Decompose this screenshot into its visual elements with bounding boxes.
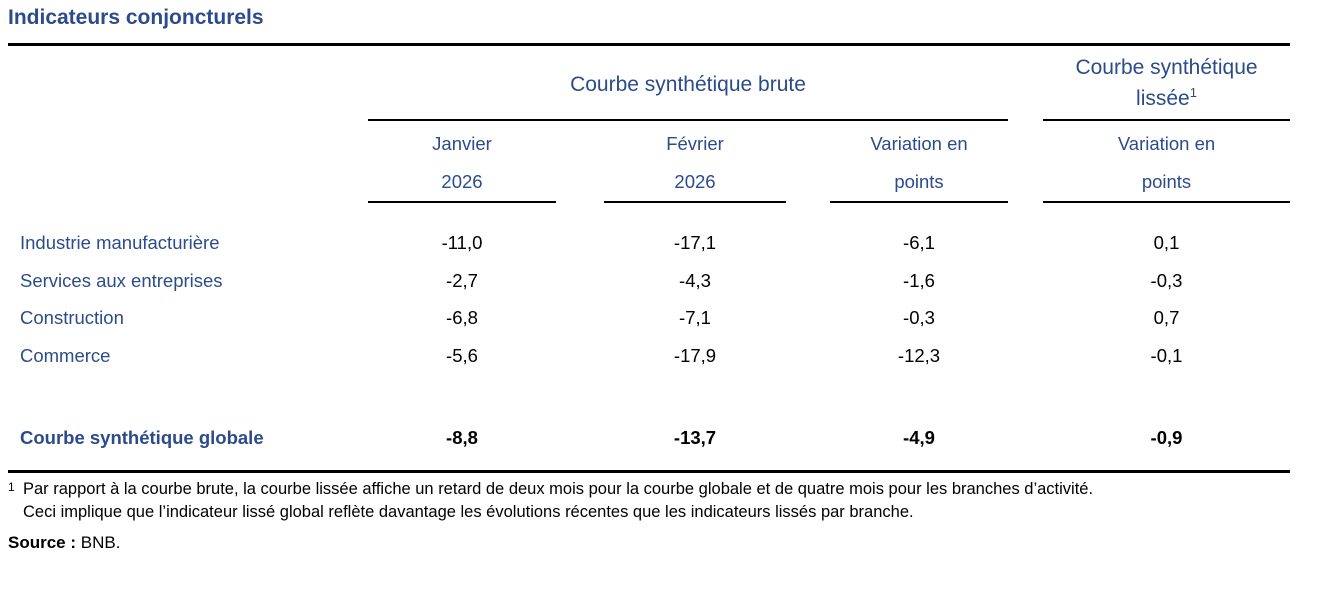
table-row-services: Services aux entreprises -2,7 -4,3 -1,6 … — [8, 262, 1320, 300]
cell-value: -1,6 — [903, 269, 935, 291]
table-column-header-row: Janvier 2026 Février 2026 Variation en p… — [8, 121, 1320, 203]
cell-value: -17,9 — [673, 344, 717, 366]
total-cell-value: -13,7 — [673, 427, 717, 449]
row-label: Commerce — [20, 344, 111, 366]
footnote-marker: 1 — [8, 479, 15, 494]
total-cell-value: -4,9 — [903, 427, 935, 449]
row-label: Services aux entreprises — [20, 269, 223, 291]
column-header-fevrier-2026: Février 2026 — [604, 121, 786, 203]
cell-value: -4,3 — [679, 269, 711, 291]
cell-value: -0,3 — [1150, 269, 1183, 291]
total-cell-value: -0,9 — [1150, 427, 1183, 449]
column-header-variation-lissee: Variation en points — [1043, 121, 1290, 203]
top-rule — [8, 43, 1290, 46]
source-line: Source : BNB. — [8, 533, 1320, 553]
row-label: Construction — [20, 307, 124, 329]
footnote: 1 Par rapport à la courbe brute, la cour… — [8, 478, 1320, 524]
total-cell-value: -8,8 — [446, 427, 478, 449]
table-row-commerce: Commerce -5,6 -17,9 -12,3 -0,1 — [8, 337, 1320, 375]
column-header-janvier-2026: Janvier 2026 — [368, 121, 556, 203]
table-row-construction: Construction -6,8 -7,1 -0,3 0,7 — [8, 300, 1320, 338]
row-label: Industrie manufacturière — [20, 232, 220, 254]
bottom-rule — [8, 470, 1290, 473]
column-header-variation-brute: Variation en points — [830, 121, 1008, 203]
group-header-courbe-brute: Courbe synthétique brute — [368, 46, 1008, 121]
total-row-label: Courbe synthétique globale — [20, 427, 264, 449]
cell-value: -6,8 — [446, 307, 478, 329]
spacer — [0, 200, 1320, 225]
group-header-courbe-lissee: Courbe synthétique lissée1 — [1043, 46, 1290, 121]
cell-value: -0,3 — [903, 307, 935, 329]
table-row-industrie: Industrie manufacturière -11,0 -17,1 -6,… — [8, 225, 1320, 263]
cell-value: 0,7 — [1153, 307, 1180, 329]
cell-value: -6,1 — [903, 232, 935, 254]
cell-value: -2,7 — [446, 269, 478, 291]
group-header-lissee-label: Courbe synthétique lissée1 — [1075, 55, 1258, 110]
group-header-brute-label: Courbe synthétique brute — [570, 72, 806, 96]
page-title: Indicateurs conjoncturels — [8, 6, 264, 29]
table-row-total: Courbe synthétique globale -8,8 -13,7 -4… — [8, 420, 1320, 458]
cell-value: -0,1 — [1150, 344, 1183, 366]
footnote-reference: 1 — [1189, 84, 1197, 100]
source-value: BNB. — [80, 532, 121, 552]
footnote-text: Par rapport à la courbe brute, la courbe… — [23, 479, 1094, 521]
table-group-header-row: Courbe synthétique brute Courbe synthéti… — [8, 46, 1320, 121]
cell-value: -5,6 — [446, 344, 478, 366]
cell-value: 0,1 — [1153, 232, 1180, 254]
cell-value: -7,1 — [679, 307, 711, 329]
cell-value: -17,1 — [673, 232, 717, 254]
cell-value: -11,0 — [441, 232, 483, 254]
spacer — [0, 375, 1320, 420]
source-label: Source : — [8, 532, 77, 552]
cell-value: -12,3 — [897, 344, 941, 366]
